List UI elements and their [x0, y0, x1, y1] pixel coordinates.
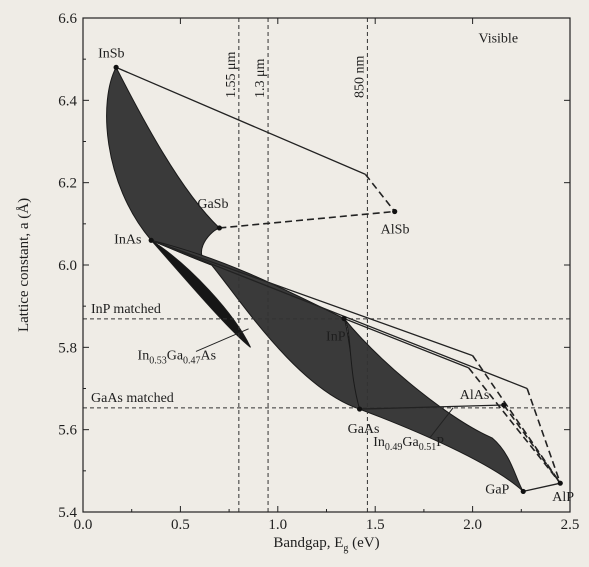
point-alsb: [392, 208, 398, 215]
x-tick-label-5: 2.5: [561, 517, 580, 533]
dash-inas-alp: [471, 355, 561, 484]
wavelength-label-0: 1.55 μm: [224, 51, 239, 98]
alloy-ingaas-el2: Ga: [167, 349, 184, 364]
dash-inas-alas: [526, 388, 562, 484]
line-inas-alas: [150, 239, 528, 390]
line-inp-alp: [343, 317, 469, 369]
x-tick-label-1: 0.5: [171, 517, 190, 533]
y-tick-label-6: 6.6: [58, 11, 77, 27]
wavelength-label-1: 1.3 μm: [253, 58, 268, 98]
x-axis-title-sub: g: [343, 543, 348, 554]
reference-lines: [83, 18, 570, 512]
x-tick-label-0: 0.0: [74, 517, 93, 533]
point-alp: [557, 480, 563, 486]
alloy-ingaas-el3: As: [201, 349, 217, 364]
x-tick-label-3: 1.5: [366, 517, 385, 533]
compound-label-gasb: GaSb: [197, 197, 228, 212]
point-inas: [148, 237, 154, 243]
x-axis-title: Bandgap, Eg (eV): [273, 535, 379, 554]
compound-label-alsb: AlSb: [381, 222, 410, 237]
y-tick-label-5: 6.4: [58, 93, 77, 109]
alloy-ingap-sub2: 0.51: [419, 442, 437, 453]
y-tick-label-4: 6.2: [58, 176, 77, 192]
point-inp: [341, 315, 347, 322]
alloy-label-ingaas: In0.53Ga0.47As: [138, 349, 217, 367]
x-tick-label-2: 1.0: [268, 517, 287, 533]
point-alas: [501, 402, 507, 408]
compound-label-alas: AlAs: [460, 388, 490, 403]
point-gasb: [216, 225, 222, 231]
alloy-label-ingap: In0.49Ga0.51P: [373, 435, 444, 453]
chart-labels: 1.55 μm 1.3 μm 850 nm InP matched GaAs match…: [91, 32, 574, 505]
compound-label-gap: GaP: [485, 482, 509, 497]
y-axis-title: Lattice constant, a (Å): [16, 198, 32, 332]
compound-label-insb: InSb: [98, 46, 124, 61]
matched-label-1: GaAs matched: [91, 391, 174, 406]
y-tick-label-3: 6.0: [58, 258, 77, 274]
alloy-ingap-el2: Ga: [402, 435, 419, 450]
line-insb-alsb: [115, 66, 366, 175]
line-inas-alp: [150, 239, 473, 357]
arrow-ingaas: [195, 328, 249, 352]
dash-gasb-alsb: [219, 210, 395, 229]
dash-alas-alp: [503, 404, 561, 484]
point-insb: [113, 64, 119, 70]
x-tick-label-4: 2.0: [463, 517, 482, 533]
compound-label-gaas: GaAs: [348, 422, 380, 437]
alloy-ingaas-el1: In: [138, 349, 150, 364]
alloy-regions: [106, 66, 524, 492]
compound-points: [113, 64, 563, 495]
compound-label-inp: InP: [326, 330, 346, 345]
wavelength-label-2: 850 nm: [352, 56, 367, 99]
alloy-ingaas-sub1: 0.53: [149, 356, 167, 367]
x-axis-title-after: (eV): [348, 535, 379, 551]
point-gaas: [357, 406, 363, 412]
alloy-ingap-sub1: 0.49: [385, 442, 403, 453]
y-tick-label-2: 5.8: [58, 340, 77, 356]
alloy-ingap-el3: P: [436, 435, 444, 450]
compound-label-inas: InAs: [114, 232, 141, 247]
dash-insb-alsb: [364, 173, 396, 212]
axes: 0.0 0.5 1.0 1.5 2.0 2.5 5.4 5.6 5.8 6.0 6.2 6.4 6.6 B…: [16, 11, 579, 554]
plot-frame: [82, 17, 571, 513]
arrow-ingap: [429, 407, 454, 439]
visible-label: Visible: [478, 32, 518, 47]
dash-inp-alp: [468, 367, 561, 484]
alloy-ingaas-sub2: 0.47: [183, 356, 201, 367]
compound-label-alp: AlP: [552, 490, 574, 505]
region-ingaas-band: [150, 239, 251, 348]
line-gap-alp: [523, 482, 561, 493]
y-tick-label-1: 5.6: [58, 423, 77, 439]
x-axis-title-base: Bandgap, E: [273, 535, 343, 551]
connecting-lines: [115, 66, 562, 493]
matched-label-0: InP matched: [91, 302, 161, 317]
line-gaas-alas: [359, 404, 504, 410]
y-tick-label-0: 5.4: [58, 505, 77, 521]
alloy-ingap-el1: In: [373, 435, 385, 450]
point-gap: [520, 488, 526, 495]
